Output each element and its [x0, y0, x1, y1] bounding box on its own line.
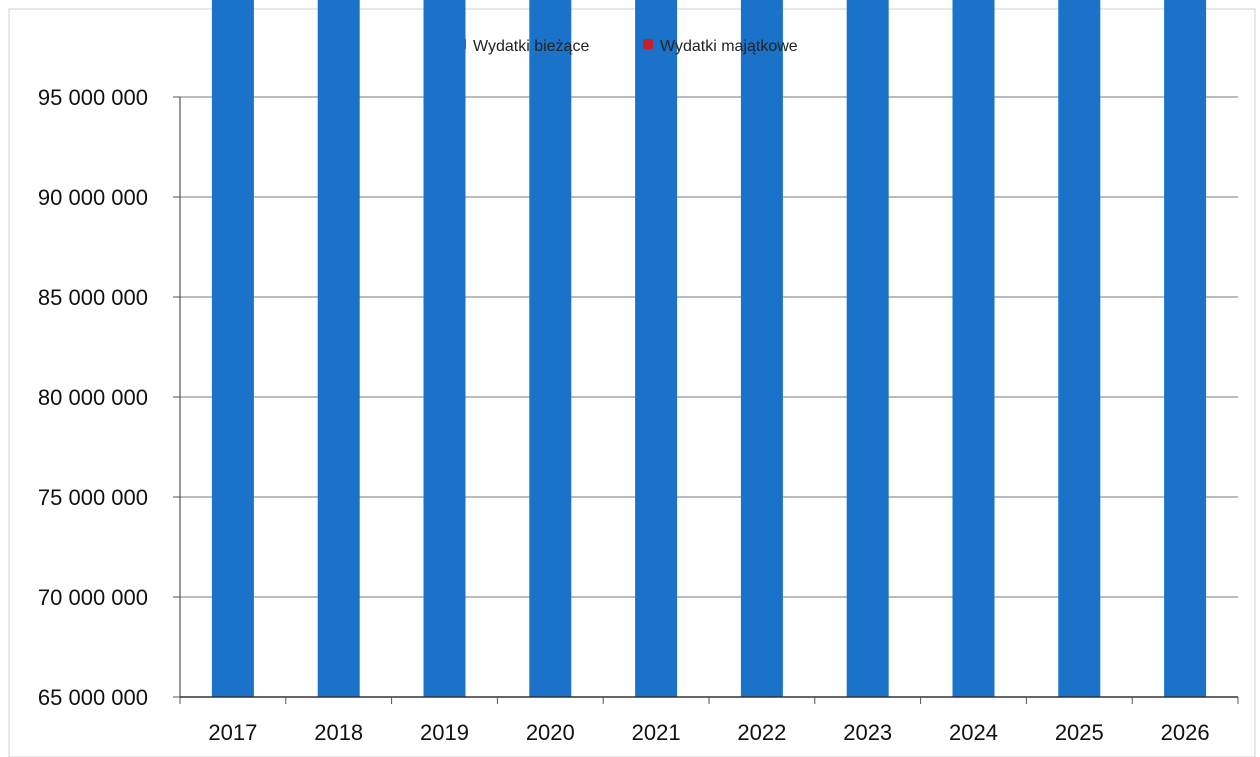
axes: 65 000 000 70 000 000 75 000 000 80 000 000… — [38, 85, 1239, 745]
legend-swatch-wydatki-biezace — [456, 39, 466, 49]
bar-wydatki-biezace — [846, 0, 889, 697]
y-tick-label: 75 000 000 — [38, 485, 148, 510]
x-tick-label: 2022 — [737, 720, 786, 745]
x-tick-label: 2023 — [843, 720, 892, 745]
bar-wydatki-biezace — [529, 0, 572, 697]
bar-wydatki-biezace — [952, 0, 995, 697]
legend: Wydatki bieżące Wydatki majątkowe — [456, 38, 798, 55]
bar-wydatki-biezace — [1164, 0, 1207, 697]
legend-label-wydatki-majatkowe: Wydatki majątkowe — [660, 38, 798, 55]
y-tick-label: 80 000 000 — [38, 385, 148, 410]
bar-wydatki-biezace — [211, 0, 254, 697]
x-tick-label: 2026 — [1161, 720, 1210, 745]
bar-wydatki-biezace — [635, 0, 678, 697]
y-tick-label: 65 000 000 — [38, 685, 148, 710]
x-tick-label: 2020 — [526, 720, 575, 745]
legend-label-wydatki-biezace: Wydatki bieżące — [473, 38, 589, 55]
legend-swatch-wydatki-majatkowe — [643, 39, 653, 49]
chart-border — [8, 8, 1256, 757]
bar-wydatki-biezace — [423, 0, 466, 697]
x-tick-label: 2018 — [314, 720, 363, 745]
bar-wydatki-biezace — [740, 0, 783, 697]
x-tick-label: 2017 — [208, 720, 257, 745]
x-tick-label: 2019 — [420, 720, 469, 745]
bar-wydatki-biezace — [317, 0, 360, 697]
y-tick-label: 70 000 000 — [38, 585, 148, 610]
bar-wydatki-biezace — [1058, 0, 1101, 697]
y-tick-label: 95 000 000 — [38, 85, 148, 110]
x-tick-label: 2025 — [1055, 720, 1104, 745]
y-tick-label: 90 000 000 — [38, 185, 148, 210]
bars — [211, 0, 1207, 697]
y-tick-label: 85 000 000 — [38, 285, 148, 310]
x-tick-label: 2021 — [632, 720, 681, 745]
x-tick-label: 2024 — [949, 720, 998, 745]
